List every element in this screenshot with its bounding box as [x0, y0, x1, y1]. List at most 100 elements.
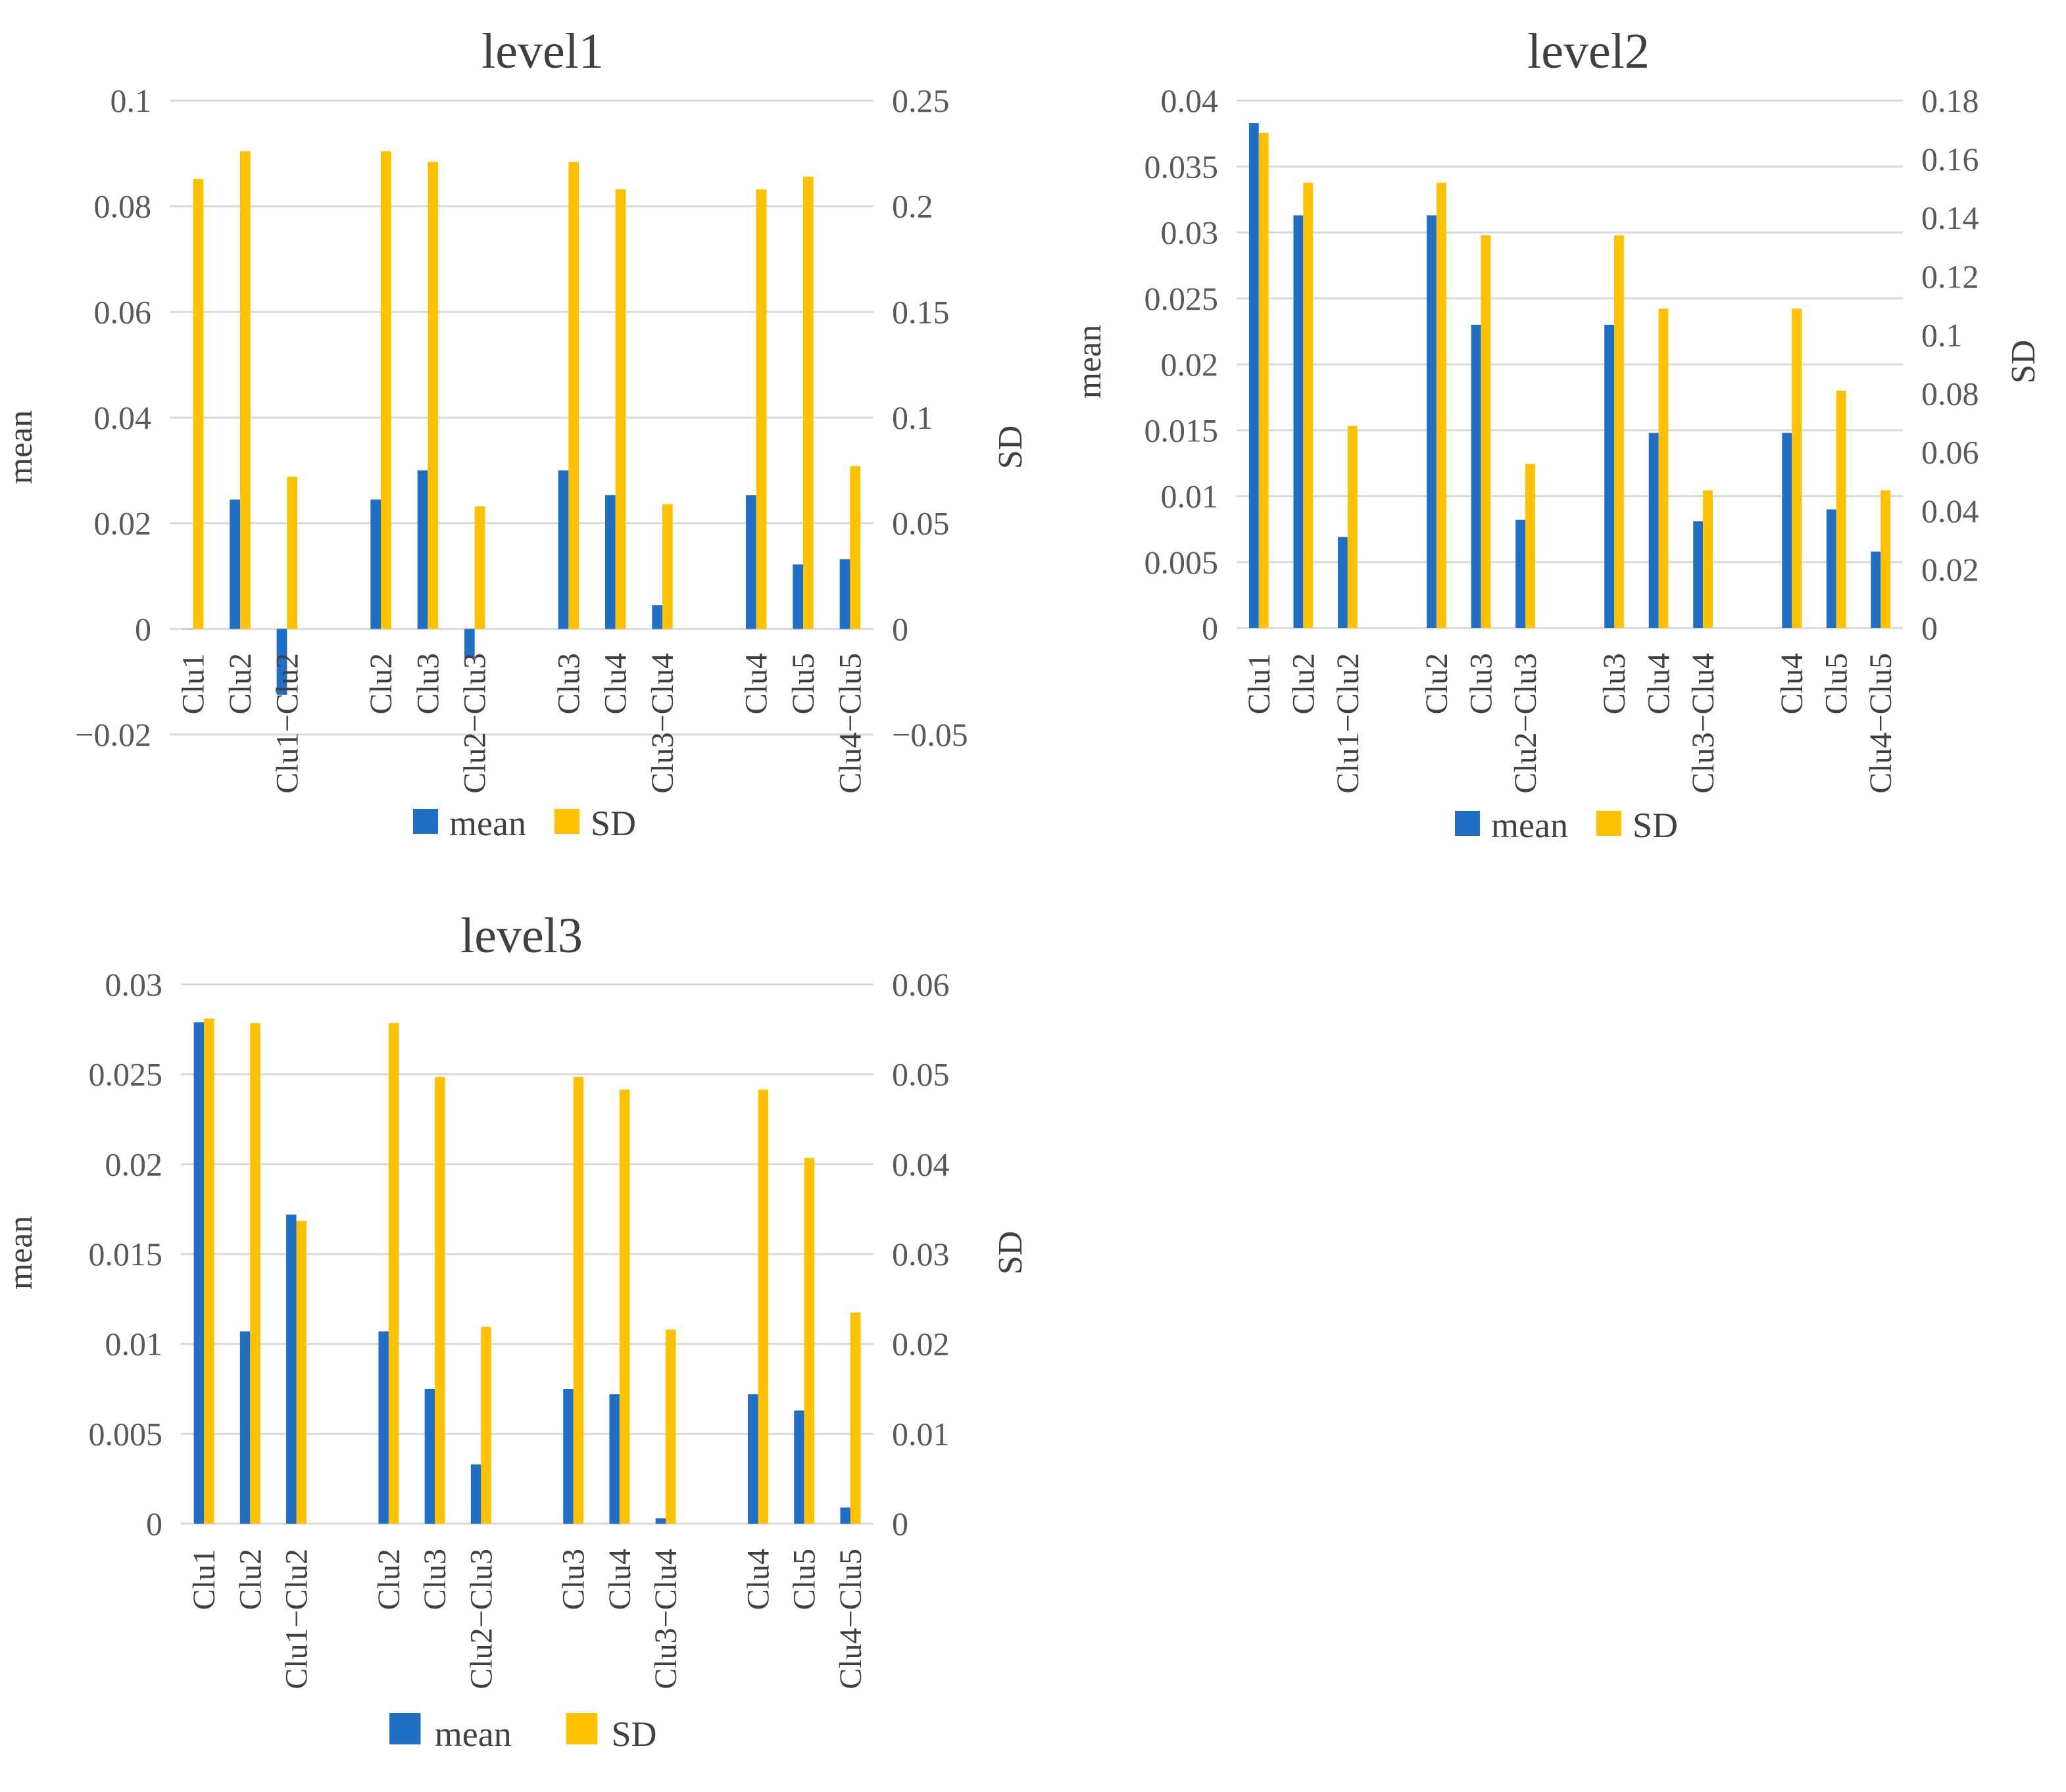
- y-tick-label: 0.025: [1144, 280, 1219, 317]
- chart-level2: level2 0 0.005 0.01 0.015 0.02 0.025 0.03 0.035 0…: [1071, 24, 2042, 845]
- chart-title: level3: [460, 908, 583, 963]
- y2-tick-label: 0.12: [1921, 258, 1979, 295]
- y-tick-label: 0.03: [1161, 214, 1219, 251]
- category-label: Clu1: [176, 653, 211, 714]
- bar-sd: [435, 1077, 445, 1524]
- chart-level3: level3 0 0.005 0.01 0.015 0.02 0.025 0.03 0 0.01 0…: [2, 908, 1029, 1754]
- bar-mean: [1515, 520, 1525, 628]
- category-label: Clu2−Clu3: [1508, 653, 1543, 794]
- y2-tick-label: 0.15: [892, 293, 950, 330]
- bar-sd: [1481, 235, 1491, 628]
- legend: mean SD: [1455, 806, 1678, 845]
- bar-mean: [745, 495, 756, 629]
- y2-tick-label: 0: [892, 1505, 908, 1542]
- bar-sd: [1703, 490, 1713, 628]
- y-tick-label: 0.005: [89, 1415, 163, 1452]
- legend-swatch-sd: [566, 1713, 598, 1745]
- bar-sd: [666, 1329, 676, 1524]
- bar-sd: [803, 176, 814, 629]
- bar-sd: [474, 506, 485, 629]
- bar-mean: [1648, 433, 1659, 628]
- bar-sd: [1836, 391, 1846, 628]
- category-label: Clu4: [739, 653, 774, 714]
- y2-tick-label: 0.02: [892, 1326, 950, 1363]
- y2-tick-label: 0.08: [1921, 375, 1979, 412]
- legend-swatch-mean: [389, 1713, 421, 1745]
- y-tick-label: 0.02: [105, 1146, 163, 1182]
- category-label: Clu3: [418, 1549, 453, 1610]
- legend-label-sd: SD: [591, 804, 636, 843]
- category-label: Clu4: [603, 1549, 637, 1610]
- bar-mean: [794, 1410, 804, 1524]
- y-tick-label: 0: [146, 1505, 162, 1542]
- bar-mean: [470, 1464, 481, 1524]
- category-label: Clu4: [1642, 653, 1677, 714]
- category-label: Clu3: [551, 653, 586, 714]
- y-tick-label: 0.08: [94, 188, 152, 225]
- bar-mean: [378, 1331, 389, 1524]
- category-label: Clu1−Clu2: [270, 653, 305, 794]
- y-tick-label: 0: [1202, 610, 1218, 646]
- category-label: Clu4: [599, 653, 633, 714]
- bar-mean: [424, 1389, 435, 1524]
- category-label: Clu4: [1775, 653, 1809, 714]
- category-label: Clu2: [223, 653, 258, 714]
- y2-tick-label: 0.2: [892, 188, 933, 225]
- y2-tick-label: 0.1: [1921, 316, 1963, 353]
- chart-title: level1: [481, 24, 604, 79]
- bar-mean: [748, 1394, 758, 1524]
- category-label: Clu2: [1419, 653, 1454, 714]
- bar-sd: [758, 1089, 768, 1524]
- legend-swatch-sd: [1596, 811, 1621, 836]
- bar-mean: [1427, 215, 1437, 628]
- bar-sd: [568, 162, 579, 629]
- chart-title: level2: [1527, 24, 1650, 79]
- bar-mean: [655, 1518, 666, 1524]
- category-label: Clu3−Clu4: [1686, 653, 1721, 794]
- y-tick-label: 0.03: [105, 966, 163, 1003]
- y-tick-label: 0.01: [1161, 478, 1219, 515]
- category-label: Clu5: [1819, 653, 1854, 714]
- bar-sd: [296, 1221, 307, 1524]
- bar-sd: [250, 1023, 260, 1524]
- bar-mean: [558, 470, 569, 629]
- y2-tick-label: 0.16: [1921, 141, 1979, 178]
- category-label: Clu4: [741, 1549, 776, 1610]
- bar-mean: [239, 1331, 251, 1524]
- y2-axis-title: SD: [992, 1231, 1029, 1274]
- legend-label-mean: mean: [1491, 806, 1568, 845]
- y2-tick-label: 0.25: [892, 82, 950, 119]
- y-tick-label: 0: [135, 610, 151, 647]
- legend: mean SD: [413, 804, 636, 843]
- bar-sd: [381, 151, 391, 629]
- bar-mean: [276, 629, 287, 695]
- category-label: Clu5: [787, 1549, 822, 1610]
- bar-mean: [840, 1507, 850, 1524]
- category-label: Clu3: [1463, 653, 1498, 714]
- category-label: Clu5: [786, 653, 821, 714]
- bar-sd: [804, 1157, 815, 1524]
- category-label: Clu2: [372, 1549, 406, 1610]
- y2-tick-label: 0.18: [1921, 82, 1979, 119]
- bar-sd: [662, 504, 673, 629]
- bar-sd: [388, 1023, 399, 1524]
- bar-mean: [464, 629, 475, 658]
- bar-mean: [563, 1389, 574, 1524]
- bar-mean: [652, 605, 662, 629]
- bar-mean: [839, 559, 850, 629]
- category-label: Clu1: [1242, 653, 1277, 714]
- y-tick-label: 0.02: [94, 505, 152, 542]
- y2-tick-label: 0.02: [1921, 551, 1979, 588]
- bar-mean: [1782, 433, 1792, 628]
- bar-mean: [1248, 123, 1259, 628]
- y-tick-label: 0.005: [1144, 544, 1219, 581]
- y2-tick-label: 0.05: [892, 505, 950, 542]
- y-tick-label: 0.06: [94, 293, 152, 330]
- bar-sd: [756, 189, 767, 629]
- y2-tick-label: 0.14: [1921, 199, 1979, 236]
- y-tick-label: 0.04: [94, 399, 152, 436]
- legend-swatch-sd: [554, 809, 579, 834]
- y2-tick-label: 0.01: [892, 1415, 950, 1452]
- bar-mean: [604, 495, 616, 629]
